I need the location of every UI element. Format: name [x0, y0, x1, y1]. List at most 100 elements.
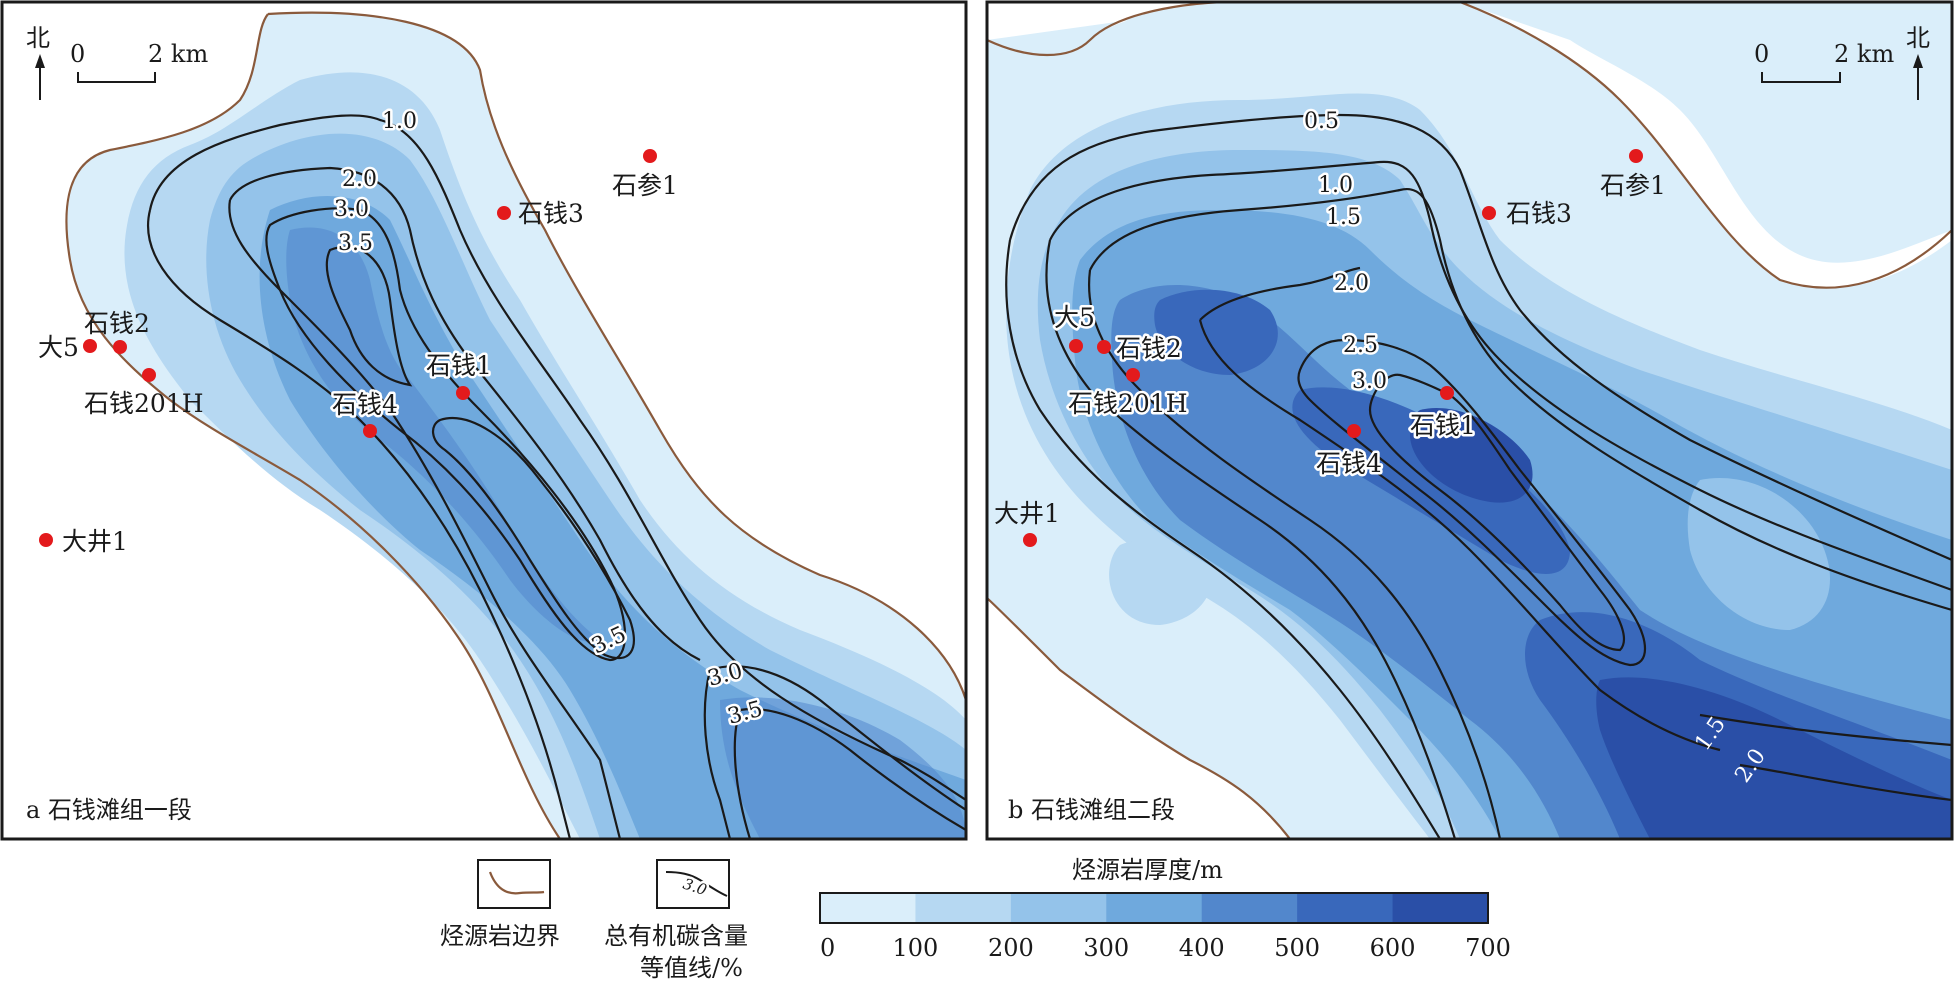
toc-contour-2-0: [1198, 319, 1721, 752]
svg-text:大5: 大5: [38, 333, 79, 362]
toc-contour-2-5: [1297, 338, 1647, 667]
legend-boundary: 烃源岩边界: [440, 859, 560, 950]
well-marker: 大5: [38, 333, 97, 362]
colorbar-segment: [1297, 893, 1394, 923]
thickness-zone-600-700: [1596, 677, 1952, 839]
contour-label: 1.0: [382, 109, 417, 134]
contour-label: 1.0: [1318, 173, 1353, 198]
colorbar-segment: [1392, 893, 1489, 923]
svg-text:北: 北: [26, 24, 50, 52]
well-marker: 石钱3: [497, 199, 584, 228]
source-rock-boundary: [987, 597, 1291, 839]
legend-thickness: 烃源岩厚度/m 0 100 200 300 400 500 600 700: [819, 856, 1511, 962]
svg-text:2 km: 2 km: [1834, 40, 1894, 68]
svg-text:石钱2: 石钱2: [84, 309, 150, 338]
well-marker: 大井1: [39, 527, 128, 556]
thickness-zone-400-500: [720, 697, 966, 839]
well-marker: 石钱4: [330, 388, 400, 438]
svg-text:烃源岩厚度/m: 烃源岩厚度/m: [1072, 856, 1223, 884]
toc-contour-3-0: [709, 665, 966, 811]
colorbar-segment: [820, 893, 916, 923]
svg-text:总有机碳含量: 总有机碳含量: [604, 922, 748, 950]
thickness-zone-600-700: [1410, 408, 1533, 503]
svg-text:石钱4: 石钱4: [332, 390, 398, 419]
svg-text:石钱4: 石钱4: [1316, 449, 1382, 478]
panel-b-frame: [985, 0, 1954, 841]
contour-label: 3.5: [338, 231, 373, 256]
toc-contour-1-5: [1089, 187, 1952, 612]
toc-contour-0-5: [1005, 239, 1441, 839]
toc-contour-1-5: [1088, 269, 1502, 839]
legend-toc-contour: 3.0 总有机碳含量 等值线/%: [604, 859, 748, 982]
well-marker: 石参1: [612, 149, 678, 200]
toc-contour-3-0: [1368, 373, 1625, 652]
thickness-zone-400-500: [286, 227, 600, 642]
colorbar-tick-label: 700: [1465, 934, 1511, 962]
well-marker: 石钱201H: [1066, 368, 1190, 421]
toc-contour-0-5: [1008, 113, 1952, 562]
svg-text:石钱1: 石钱1: [1410, 411, 1476, 440]
contour-label: 2.0: [1334, 271, 1369, 296]
colorbar-tick-label: 0: [820, 934, 835, 962]
toc-contour-2-0: [229, 166, 701, 661]
toc-contour-1-0: [1049, 160, 1952, 592]
well-marker: 石参1: [1600, 149, 1666, 200]
contour-label: 2.0: [342, 167, 377, 192]
well-marker: 石钱1: [424, 349, 494, 400]
well-marker: 石钱3: [1482, 199, 1572, 228]
well-marker: 石钱201H: [84, 368, 204, 418]
panel-caption: a 石钱滩组一段: [26, 796, 192, 824]
contour-label: 3.0: [1352, 369, 1387, 394]
toc-contour-1-5: [1699, 713, 1952, 747]
svg-text:北: 北: [1906, 24, 1930, 52]
toc-contour-1-0: [1045, 239, 1457, 839]
panel-a-frame: [0, 0, 968, 841]
legend: 烃源岩边界 3.0 总有机碳含量 等值线/% 烃源岩厚度/m 0 100 200 30…: [440, 856, 1511, 982]
svg-text:石钱1: 石钱1: [426, 351, 492, 380]
colorbar-tick-label: 100: [893, 934, 939, 962]
thickness-zone-300-400: [259, 196, 966, 839]
colorbar-segment: [1010, 893, 1107, 923]
svg-text:石参1: 石参1: [612, 171, 678, 200]
scale-bar: 0 2 km: [70, 40, 208, 83]
toc-contour-2-0: [1199, 266, 1361, 321]
toc-contour-3-5: [739, 708, 966, 831]
thickness-zone-500-600: [1292, 387, 1570, 574]
svg-text:0: 0: [70, 40, 85, 68]
svg-text:石钱2: 石钱2: [1116, 334, 1182, 363]
well-marker: 石钱2: [84, 309, 150, 354]
toc-contour-3-5: [325, 245, 413, 387]
panel-caption: b 石钱滩组二段: [1008, 796, 1175, 824]
north-arrow: 北: [1906, 24, 1930, 100]
source-rock-boundary: [1459, 2, 1952, 289]
panel-a: 1.0 2.0 3.0 3.5 3.5 3.0 3.5 石参1 石钱3 石钱2 …: [2, 2, 966, 839]
well-marker: 石钱4: [1314, 424, 1384, 481]
toc-contour-3-0: [703, 669, 732, 839]
well-marker: 石钱2: [1097, 332, 1184, 366]
svg-text:石钱3: 石钱3: [1506, 199, 1572, 228]
svg-text:大井1: 大井1: [994, 499, 1060, 528]
svg-text:石钱201H: 石钱201H: [1068, 389, 1188, 418]
colorbar-tick-label: 200: [988, 934, 1034, 962]
well-marker: 大5: [1052, 301, 1097, 353]
toc-contour-2-0: [1739, 763, 1952, 802]
source-rock-boundary: [65, 13, 561, 839]
colorbar-tick-label: 400: [1179, 934, 1225, 962]
colorbar-tick-label: 500: [1274, 934, 1320, 962]
well-marker: 大井1: [994, 499, 1060, 547]
toc-contour-1-0: [148, 114, 966, 801]
toc-contour-3-0: [265, 207, 626, 662]
toc-contour-2-0: [228, 199, 622, 839]
contour-label: 3.0: [334, 197, 369, 222]
contour-label: 2.5: [1343, 333, 1378, 358]
thickness-colorbar: [820, 893, 1489, 923]
svg-text:石钱201H: 石钱201H: [84, 389, 204, 418]
colorbar-tick-label: 300: [1083, 934, 1129, 962]
svg-text:大5: 大5: [1054, 303, 1095, 332]
svg-text:石钱3: 石钱3: [518, 199, 584, 228]
panel-b: 0.5 1.0 1.5 2.0 2.5 3.0 1.5 2.0 石参1 石钱3 …: [987, 2, 1952, 839]
thickness-zone-100-200: [1109, 540, 1213, 625]
contour-label: 1.5: [1326, 205, 1361, 230]
north-arrow: 北: [26, 24, 50, 100]
source-rock-boundary: [267, 11, 966, 701]
